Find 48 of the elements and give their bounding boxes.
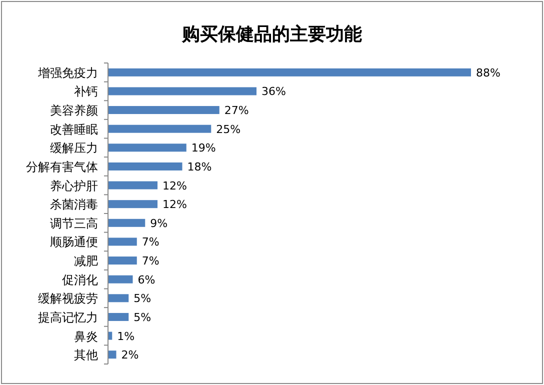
y-tick-label: 缓解视疲劳 (38, 292, 98, 306)
data-label: 36% (262, 85, 286, 98)
data-label: 1% (117, 330, 135, 343)
y-tick-label: 促消化 (62, 272, 98, 287)
y-tick-label: 增强免疫力 (37, 66, 98, 80)
chart-title: 购买保健品的主要功能 (181, 24, 362, 45)
data-label: 19% (191, 142, 216, 155)
bar (108, 238, 137, 246)
bar (108, 200, 158, 208)
y-tick-label: 补钙 (74, 84, 98, 99)
bar (108, 275, 133, 284)
data-label: 2% (121, 348, 139, 362)
y-tick-label: 美容养颜 (50, 104, 98, 118)
y-tick-label: 改善睡眠 (50, 122, 98, 136)
bar (108, 144, 186, 152)
bar (108, 162, 182, 170)
y-tick-label: 养心护肝 (50, 178, 98, 193)
y-tick-label: 调节三高 (50, 216, 98, 230)
bar (108, 68, 471, 76)
data-label: 5% (134, 292, 152, 306)
data-label: 9% (150, 216, 168, 230)
bar (108, 181, 158, 190)
data-label: 7% (142, 236, 160, 249)
bar (108, 106, 220, 114)
y-tick-label: 鼻炎 (74, 329, 98, 344)
bar (108, 256, 137, 265)
data-label: 6% (138, 273, 156, 286)
bar (108, 350, 116, 359)
y-tick-label: 提高记忆力 (38, 310, 98, 324)
data-label: 5% (134, 310, 152, 324)
y-tick-label: 顺肠通便 (50, 235, 98, 250)
y-tick-label: 分解有害气体 (26, 160, 98, 174)
data-label: 25% (216, 122, 241, 136)
y-tick-label: 减肥 (74, 254, 98, 268)
bar (108, 312, 129, 321)
bar (108, 124, 212, 133)
data-label: 27% (224, 104, 249, 118)
bar (108, 294, 129, 302)
data-label: 7% (142, 254, 160, 268)
y-tick-label: 其他 (74, 348, 98, 362)
y-tick-label: 杀菌消毒 (50, 198, 98, 212)
data-label: 18% (187, 160, 212, 174)
bar (108, 87, 256, 96)
data-label: 88% (476, 66, 500, 80)
data-label: 12% (162, 198, 187, 212)
bar (108, 218, 146, 227)
data-label: 12% (162, 179, 187, 192)
y-tick-label: 缓解压力 (50, 141, 98, 156)
